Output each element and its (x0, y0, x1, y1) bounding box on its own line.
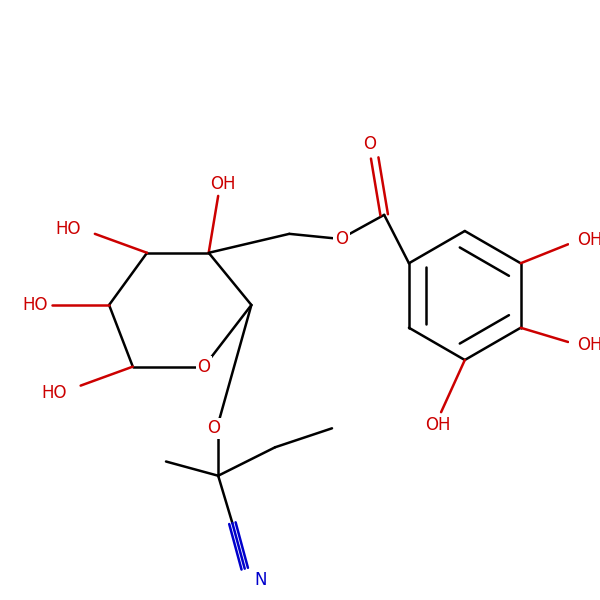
Text: OH: OH (210, 175, 236, 193)
Text: HO: HO (55, 220, 80, 238)
Text: OH: OH (578, 336, 600, 354)
Text: HO: HO (22, 296, 47, 314)
Text: O: O (197, 358, 211, 376)
Text: O: O (207, 419, 220, 437)
Text: N: N (254, 571, 267, 589)
Text: HO: HO (41, 384, 67, 402)
Text: OH: OH (425, 416, 451, 434)
Text: O: O (364, 135, 376, 153)
Text: O: O (335, 230, 348, 248)
Text: OH: OH (578, 230, 600, 248)
